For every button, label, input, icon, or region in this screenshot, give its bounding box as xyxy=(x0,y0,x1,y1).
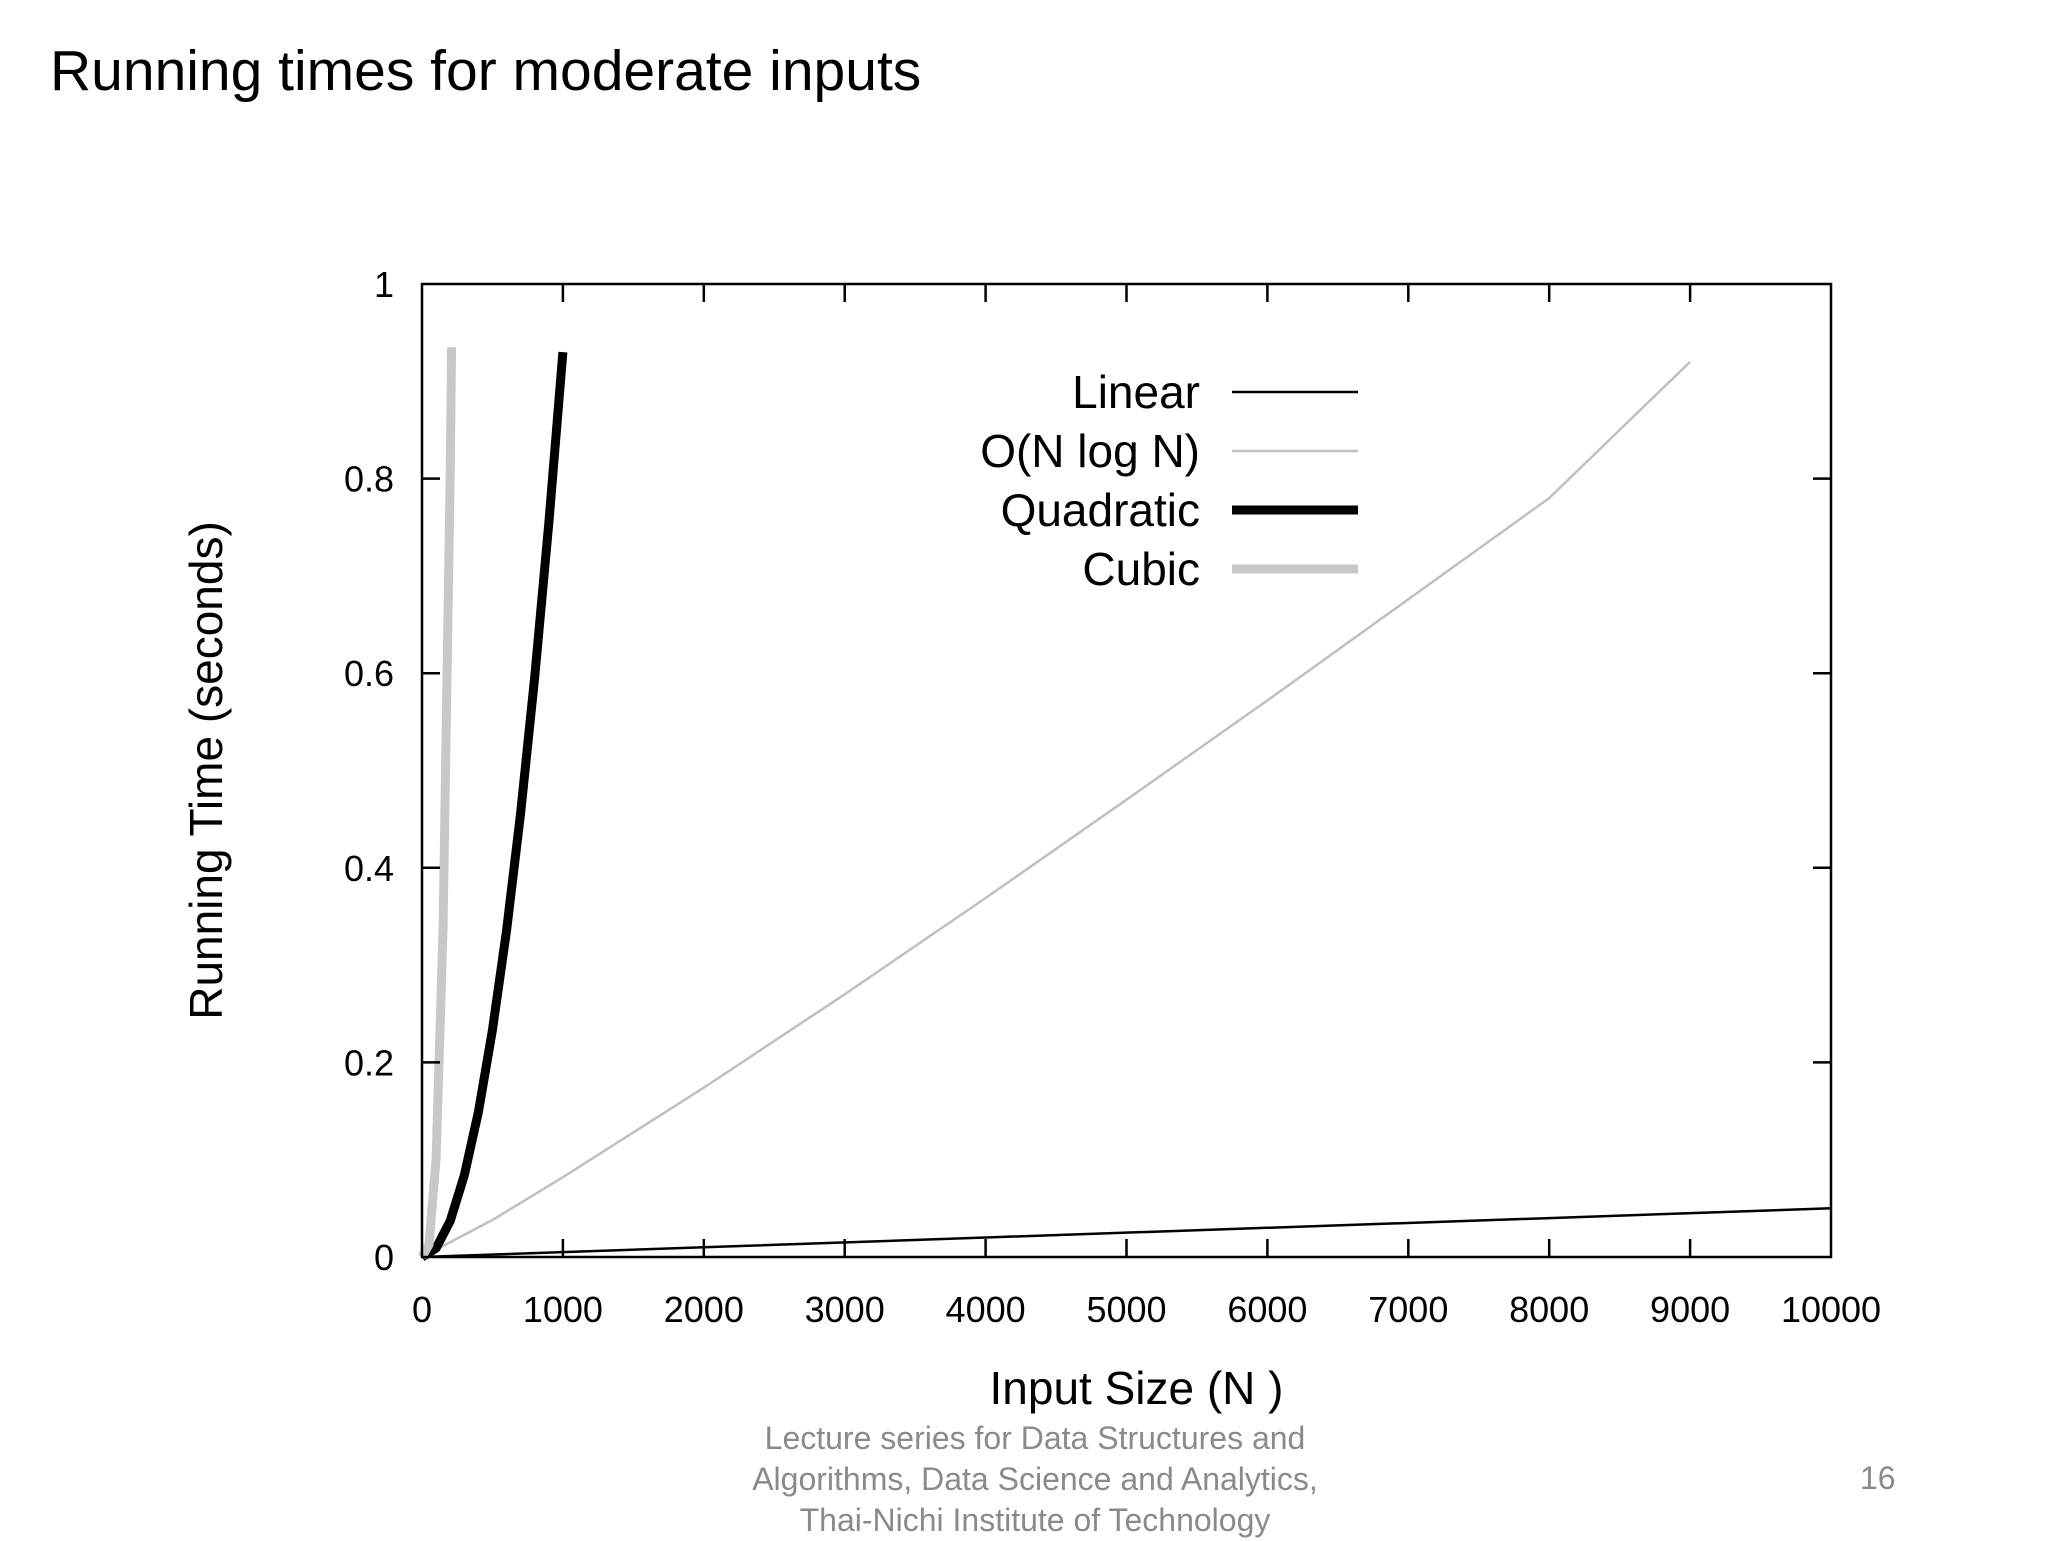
y-tick-label: 0.8 xyxy=(344,459,394,500)
legend-label-cubic: Cubic xyxy=(1082,543,1200,595)
ticks-layer: 0 1000 2000 3000 4000 5000 6000 7000 8000 9000 100… xyxy=(344,264,1881,1330)
x-tick-label: 9000 xyxy=(1650,1289,1730,1330)
series-line-cubic xyxy=(418,347,457,1260)
x-tick-label: 5000 xyxy=(1086,1289,1166,1330)
series-line-o-n-log-n xyxy=(421,360,1691,1259)
footer-line: Lecture series for Data Structures and xyxy=(764,1420,1306,1456)
x-tick-label: 3000 xyxy=(805,1289,885,1330)
x-tick-label: 8000 xyxy=(1509,1289,1589,1330)
legend-label-linear: Linear xyxy=(1072,366,1200,418)
y-tick-label: 1 xyxy=(374,264,394,305)
series-line-linear xyxy=(421,1207,1832,1259)
series-line-quadratic xyxy=(419,351,568,1261)
x-tick-label: 7000 xyxy=(1368,1289,1448,1330)
y-axis-label: Running Time (seconds) xyxy=(180,521,232,1020)
x-tick-label: 2000 xyxy=(664,1289,744,1330)
slide-title: Running times for moderate inputs xyxy=(50,39,922,103)
footer-line: Algorithms, Data Science and Analytics, xyxy=(752,1461,1318,1497)
footer-line: Thai-Nichi Institute of Technology xyxy=(799,1502,1271,1538)
legend-label-quadratic: Quadratic xyxy=(1001,484,1200,536)
x-axis-label: Input Size (N ) xyxy=(990,1362,1284,1414)
x-tick-label: 10000 xyxy=(1781,1289,1881,1330)
y-tick-label: 0.4 xyxy=(344,848,394,889)
y-tick-label: 0.2 xyxy=(344,1042,394,1083)
x-tick-label: 1000 xyxy=(523,1289,603,1330)
page-number: 16 xyxy=(1860,1460,1896,1496)
legend-label-o-n-log-n: O(N log N) xyxy=(980,425,1200,477)
x-tick-label: 0 xyxy=(412,1289,432,1330)
legend: Linear O(N log N) Quadratic Cubic xyxy=(980,366,1358,595)
y-tick-label: 0.6 xyxy=(344,653,394,694)
y-tick-label: 0 xyxy=(374,1237,394,1278)
series-layer xyxy=(418,347,1832,1261)
x-tick-label: 4000 xyxy=(946,1289,1026,1330)
footer: Lecture series for Data Structures and A… xyxy=(700,1418,1370,1541)
x-tick-label: 6000 xyxy=(1227,1289,1307,1330)
